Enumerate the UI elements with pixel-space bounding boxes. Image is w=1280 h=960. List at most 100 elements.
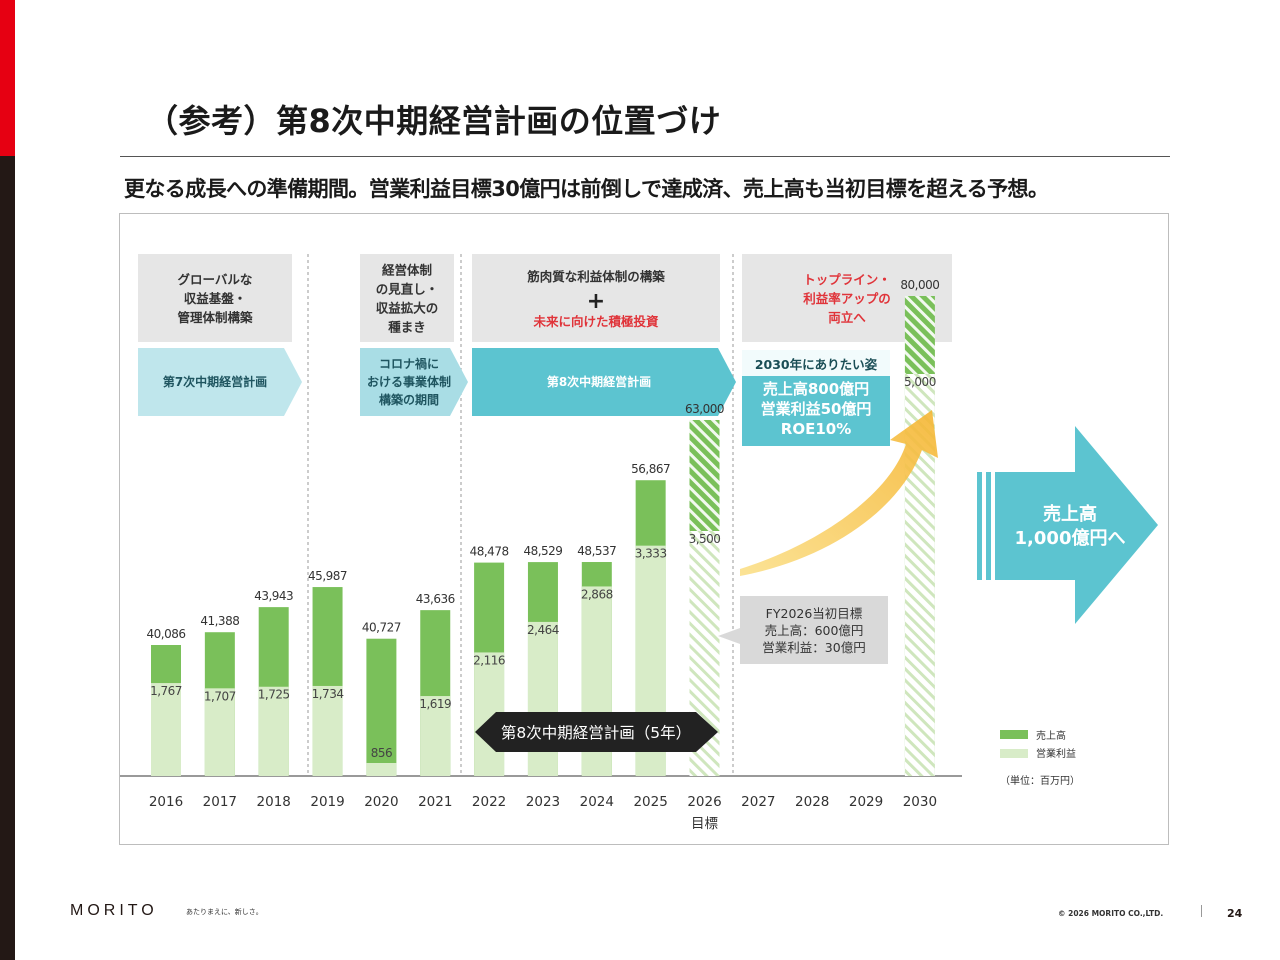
profit-data-label: 3,333 bbox=[635, 547, 667, 561]
x-tick-label: 2022 bbox=[472, 794, 506, 810]
profit-bar bbox=[151, 683, 181, 776]
big-arrow-stripe bbox=[977, 472, 982, 580]
sales-data-label: 45,987 bbox=[308, 569, 347, 583]
x-tick-label: 2027 bbox=[741, 794, 775, 810]
big-arrow-text: 1,000億円へ bbox=[1015, 527, 1126, 549]
phase-title-text: 経営体制 bbox=[382, 263, 432, 278]
big-arrow-stripe bbox=[986, 472, 991, 580]
company-logo: MORITO bbox=[70, 902, 158, 919]
phase-title-text: グローバルな bbox=[178, 272, 253, 287]
profit-data-label: 1,767 bbox=[150, 684, 182, 698]
phase-header-box bbox=[360, 254, 454, 342]
x-tick-label: 2024 bbox=[580, 794, 614, 810]
sales-data-label: 63,000 bbox=[685, 402, 724, 416]
target-note-box bbox=[740, 596, 888, 664]
plan-chevron bbox=[360, 348, 468, 416]
page-subtitle: 更なる成長への準備期間。営業利益目標30億円は前倒しで達成済、売上高も当初目標を… bbox=[124, 177, 1049, 201]
profit-data-label: 2,116 bbox=[473, 653, 505, 667]
plan-period-label: 第8次中期経営計画（5年） bbox=[501, 724, 691, 742]
x-tick-label: 2030 bbox=[903, 794, 937, 810]
profit-data-label: 5,000 bbox=[904, 375, 936, 389]
phase-red-text: 未来に向けた積極投資 bbox=[532, 314, 659, 329]
sales-data-label: 48,529 bbox=[523, 544, 562, 558]
plan-period-arrow bbox=[475, 712, 718, 752]
profit-data-label: 856 bbox=[371, 746, 392, 760]
title-divider bbox=[120, 156, 1170, 157]
x-tick-label: 2026 bbox=[687, 794, 721, 810]
vision-line: ROE10% bbox=[781, 420, 851, 438]
phase-header-box bbox=[472, 254, 720, 342]
phase-header-box bbox=[138, 254, 292, 342]
legend-label-sales: 売上高 bbox=[1036, 729, 1066, 742]
profit-bar bbox=[366, 763, 397, 776]
sales-data-label: 56,867 bbox=[631, 462, 670, 476]
legend-swatch-profit bbox=[1000, 749, 1028, 758]
plan-chevron bbox=[138, 348, 302, 416]
sales-data-label: 48,478 bbox=[470, 545, 509, 559]
sales-data-label: 80,000 bbox=[900, 278, 939, 292]
profit-bar bbox=[527, 621, 558, 776]
x-tick-label: 2020 bbox=[364, 794, 398, 810]
phase-title-text: の見直し・ bbox=[376, 282, 439, 297]
x-tick-label: 2021 bbox=[418, 794, 452, 810]
x-tick-label: 2016 bbox=[149, 794, 183, 810]
page-title: （参考）第8次中期経営計画の位置づけ bbox=[146, 102, 722, 140]
accent-red-bar bbox=[0, 0, 15, 156]
x-tick-label: 2025 bbox=[633, 794, 667, 810]
big-arrow-text: 売上高 bbox=[1043, 503, 1097, 525]
plan-label: コロナ禍に bbox=[379, 356, 439, 371]
target-note-pointer bbox=[718, 628, 740, 644]
big-arrow bbox=[995, 426, 1158, 624]
phase-title-text: 管理体制構築 bbox=[177, 310, 253, 325]
phase-title-text: 筋肉質な利益体制の構築 bbox=[526, 269, 665, 284]
vision-line: 営業利益50億円 bbox=[761, 400, 872, 418]
profit-data-label: 1,725 bbox=[258, 688, 290, 702]
sales-data-label: 41,388 bbox=[200, 614, 239, 628]
growth-arrow bbox=[740, 410, 938, 576]
vision-line: 売上高800億円 bbox=[763, 380, 869, 398]
profit-data-label: 3,500 bbox=[689, 532, 721, 546]
sales-data-label: 48,537 bbox=[577, 544, 616, 558]
target-note-text: 営業利益：30億円 bbox=[762, 640, 865, 655]
profit-data-label: 1,619 bbox=[419, 697, 451, 711]
target-note-text: 売上高：600億円 bbox=[765, 623, 864, 638]
profit-data-label: 1,707 bbox=[204, 689, 236, 703]
sales-data-label: 43,636 bbox=[416, 592, 455, 606]
x-tick-label: 2028 bbox=[795, 794, 829, 810]
x-tick-label: 2018 bbox=[257, 794, 291, 810]
x-tick-label: 2029 bbox=[849, 794, 883, 810]
x-tick-label: 2019 bbox=[310, 794, 344, 810]
x-tick-sublabel: 目標 bbox=[691, 816, 719, 832]
plan-label: 第8次中期経営計画 bbox=[547, 374, 651, 389]
legend-label-profit: 営業利益 bbox=[1036, 747, 1076, 760]
legend-unit: （単位：百万円） bbox=[1000, 774, 1080, 787]
x-tick-label: 2023 bbox=[526, 794, 560, 810]
vision-heading-bg bbox=[742, 350, 890, 376]
page-number: 24 bbox=[1227, 907, 1243, 920]
plan-label: おける事業体制 bbox=[367, 374, 451, 389]
accent-dark-bar bbox=[0, 156, 15, 960]
profit-bar bbox=[204, 688, 235, 776]
phase-title-text: トップライン・ bbox=[803, 272, 891, 287]
sales-bar bbox=[366, 638, 397, 776]
legend-swatch-sales bbox=[1000, 730, 1028, 739]
profit-bar bbox=[420, 696, 451, 776]
sales-data-label: 43,943 bbox=[254, 589, 293, 603]
sales-data-label: 40,086 bbox=[147, 627, 186, 641]
phase-title-text: 収益拡大の bbox=[376, 301, 439, 316]
target-note-text: FY2026当初目標 bbox=[766, 606, 863, 621]
x-tick-label: 2017 bbox=[203, 794, 237, 810]
copyright: © 2026 MORITO CO.,LTD. bbox=[1058, 909, 1164, 918]
profit-bar bbox=[312, 685, 343, 776]
phase-title-text: 種まき bbox=[388, 320, 426, 335]
phase-title-text: 両立へ bbox=[828, 310, 866, 325]
phase-title-text: 収益基盤・ bbox=[184, 291, 247, 306]
profit-data-label: 2,868 bbox=[581, 587, 613, 601]
company-tagline: あたりまえに、新しさ。 bbox=[186, 908, 263, 916]
profit-data-label: 2,464 bbox=[527, 623, 559, 637]
plan-label: 第7次中期経営計画 bbox=[163, 374, 267, 389]
phase-title-text: 利益率アップの bbox=[803, 291, 891, 306]
profit-data-label: 1,734 bbox=[312, 687, 344, 701]
profit-bar bbox=[258, 686, 289, 776]
